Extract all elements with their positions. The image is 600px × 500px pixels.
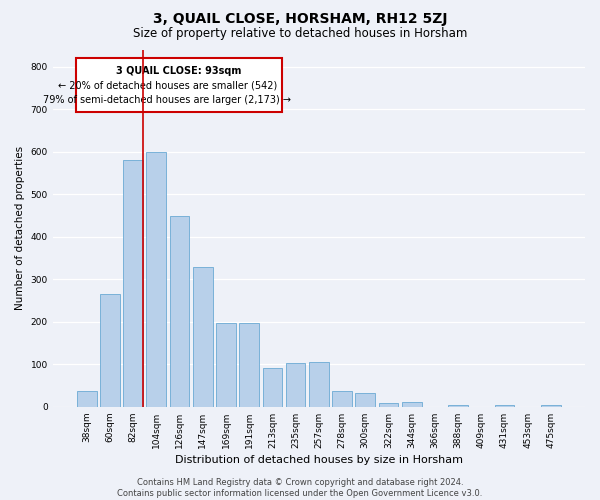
Bar [77,390,97,407]
Bar [170,216,190,407]
Text: 3 QUAIL CLOSE: 93sqm: 3 QUAIL CLOSE: 93sqm [116,66,242,76]
Y-axis label: Number of detached properties: Number of detached properties [15,146,25,310]
Bar [286,364,305,407]
Bar [239,323,259,407]
Bar [355,393,375,407]
Bar [379,402,398,407]
Text: 79% of semi-detached houses are larger (2,173) →: 79% of semi-detached houses are larger (… [43,95,292,105]
Text: ← 20% of detached houses are smaller (542): ← 20% of detached houses are smaller (54… [58,81,277,91]
Bar [123,160,143,407]
X-axis label: Distribution of detached houses by size in Horsham: Distribution of detached houses by size … [175,455,463,465]
Bar [541,404,561,407]
Text: Size of property relative to detached houses in Horsham: Size of property relative to detached ho… [133,28,467,40]
Bar [332,390,352,407]
Text: 3, QUAIL CLOSE, HORSHAM, RH12 5ZJ: 3, QUAIL CLOSE, HORSHAM, RH12 5ZJ [153,12,447,26]
Bar [263,368,282,407]
Bar [216,323,236,407]
Bar [193,266,212,407]
Bar [402,402,422,407]
Bar [494,404,514,407]
Bar [146,152,166,407]
Bar [448,404,468,407]
Bar [100,294,120,407]
Bar [76,58,281,112]
Bar [309,362,329,407]
Text: Contains HM Land Registry data © Crown copyright and database right 2024.
Contai: Contains HM Land Registry data © Crown c… [118,478,482,498]
